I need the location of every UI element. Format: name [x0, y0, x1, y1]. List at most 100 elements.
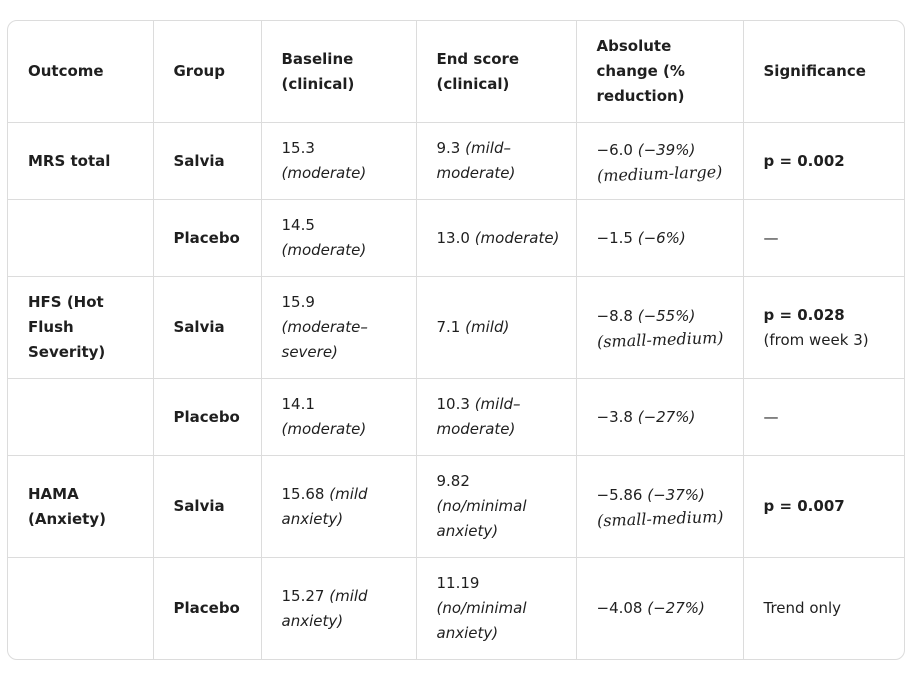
change-cell: −6.0 (−39%) (medium-large): [576, 122, 744, 200]
outcome: MRS total: [28, 151, 111, 170]
note: (mild–moderate): [436, 395, 521, 438]
baseline-cell: 15.27 (mild anxiety): [261, 557, 417, 659]
handwritten-note: (small-medium): [596, 327, 724, 352]
note: (mild anxiety): [281, 484, 368, 528]
group-cell: Placebo: [153, 199, 262, 277]
results-table: Outcome Group Baseline (clinical) End score…: [8, 21, 904, 659]
note: (−39%): [637, 140, 696, 159]
table-row: HFS (Hot Flush Severity) Salvia 15.9 (mode…: [8, 276, 904, 379]
header-cell: Outcome: [8, 21, 154, 123]
value: p = 0.028: [763, 305, 845, 324]
significance-cell: p = 0.028 (from week 3): [743, 276, 904, 379]
group: Salvia: [173, 151, 225, 170]
group: Placebo: [173, 407, 240, 426]
group-cell: Salvia: [153, 122, 262, 200]
significance-cell: Trend only: [743, 558, 904, 660]
table-row: Placebo 14.5 (moderate) 13.0 (moderate) −1.…: [8, 199, 904, 277]
outcome-cell: [8, 378, 154, 456]
group-cell: Salvia: [153, 455, 262, 558]
baseline-cell: 14.5 (moderate): [261, 199, 417, 277]
baseline-cell: 14.1 (moderate): [261, 378, 417, 456]
note: (moderate–severe): [281, 318, 368, 361]
end-cell: 13.0 (moderate): [416, 199, 577, 277]
value: −1.5: [596, 228, 633, 247]
note: (no/minimal anxiety): [436, 497, 527, 540]
significance-cell: —: [743, 199, 904, 277]
note: (−27%): [637, 407, 696, 426]
value: 14.5: [281, 216, 315, 234]
header-cell: Significance: [743, 21, 904, 123]
plain-text: —: [763, 228, 779, 247]
change-cell: −5.86 (−37%) (small-medium): [576, 455, 744, 558]
note: (no/minimal anxiety): [436, 599, 527, 642]
note: (moderate): [281, 420, 367, 438]
value: 13.0: [436, 228, 470, 247]
header-cell: Absolute change (% reduction): [576, 21, 744, 123]
change-cell: −3.8 (−27%): [576, 378, 744, 456]
value: 14.1: [281, 395, 315, 413]
value: −8.8: [596, 307, 633, 325]
end-cell: 11.19 (no/minimal anxiety): [416, 557, 577, 659]
header-row: Outcome Group Baseline (clinical) End score…: [8, 21, 904, 123]
note: (moderate): [281, 164, 367, 182]
table-row: Placebo 15.27 (mild anxiety) 11.19 (no/min…: [8, 557, 904, 660]
outcome: HAMA (Anxiety): [28, 484, 106, 528]
value: 11.19: [436, 574, 480, 592]
group-cell: Placebo: [153, 557, 262, 659]
header-cell: Group: [153, 21, 262, 123]
value: −4.08: [596, 599, 643, 617]
plain-text: (from week 3): [763, 330, 869, 349]
value: 15.68: [281, 484, 325, 503]
value: p = 0.002: [763, 151, 845, 170]
value: −5.86: [596, 486, 643, 504]
significance-cell: p = 0.007: [743, 455, 904, 558]
significance-cell: —: [743, 378, 904, 456]
note: (−6%): [637, 228, 686, 247]
outcome-cell: [8, 199, 154, 277]
value: 10.3: [436, 395, 470, 413]
value: 15.3: [281, 139, 315, 157]
group: Placebo: [173, 599, 240, 617]
group: Salvia: [173, 497, 225, 515]
baseline-cell: 15.9 (moderate–severe): [261, 276, 417, 379]
significance-cell: p = 0.002: [743, 122, 904, 200]
table-row: MRS total Salvia 15.3 (moderate) 9.3 (mild–…: [8, 122, 904, 200]
outcome: HFS (Hot Flush Severity): [28, 293, 106, 361]
change-cell: −1.5 (−6%): [576, 199, 744, 277]
end-cell: 9.3 (mild–moderate): [416, 122, 577, 200]
table-card: Outcome Group Baseline (clinical) End score…: [7, 20, 905, 660]
outcome-cell: MRS total: [8, 122, 154, 200]
value: 9.82: [436, 472, 470, 490]
plain-text: Trend only: [763, 599, 842, 617]
note: (−55%): [637, 307, 696, 325]
end-cell: 7.1 (mild): [416, 276, 577, 379]
header-cell: Baseline (clinical): [261, 21, 417, 123]
note: (mild–moderate): [436, 139, 516, 182]
note: (moderate): [281, 241, 367, 259]
note: (−27%): [647, 599, 705, 617]
table-row: HAMA (Anxiety) Salvia 15.68 (mild anxiety)…: [8, 455, 904, 558]
value: 15.9: [281, 293, 315, 311]
change-cell: −8.8 (−55%) (small-medium): [576, 276, 744, 379]
group: Salvia: [173, 318, 225, 336]
group-cell: Salvia: [153, 276, 262, 379]
end-cell: 9.82 (no/minimal anxiety): [416, 455, 577, 558]
note: (moderate): [474, 228, 560, 247]
baseline-cell: 15.68 (mild anxiety): [261, 455, 417, 558]
group: Placebo: [173, 228, 240, 247]
group-cell: Placebo: [153, 378, 262, 456]
header-cell: End score (clinical): [416, 21, 577, 123]
baseline-cell: 15.3 (moderate): [261, 122, 417, 200]
outcome-cell: [8, 557, 154, 659]
outcome-cell: HFS (Hot Flush Severity): [8, 276, 154, 379]
change-cell: −4.08 (−27%): [576, 557, 744, 659]
value: −3.8: [596, 407, 633, 426]
table-row: Placebo 14.1 (moderate) 10.3 (mild–moderat…: [8, 378, 904, 456]
value: 9.3: [436, 139, 461, 157]
outcome-cell: HAMA (Anxiety): [8, 455, 154, 558]
value: p = 0.007: [763, 497, 845, 515]
handwritten-note: (medium-large): [596, 161, 723, 185]
end-cell: 10.3 (mild–moderate): [416, 378, 577, 456]
value: −6.0: [596, 140, 633, 159]
